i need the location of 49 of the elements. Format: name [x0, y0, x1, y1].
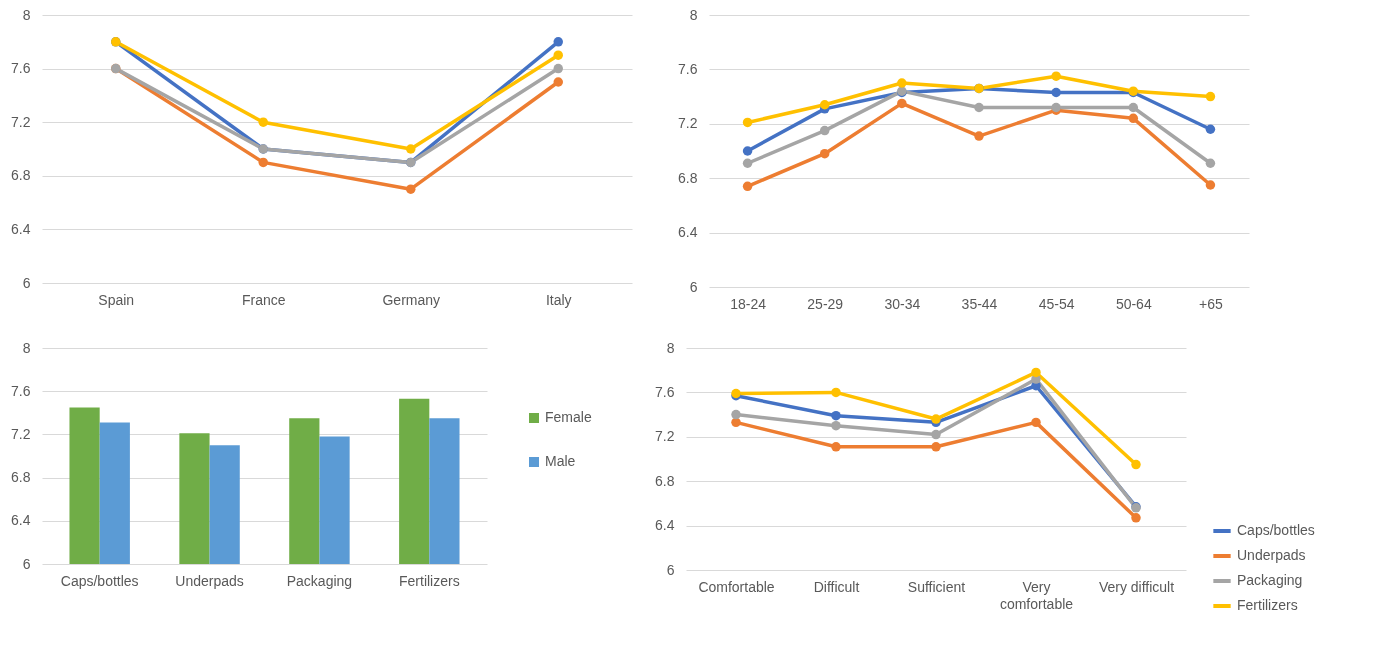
x-tick-label: Packaging — [286, 572, 353, 589]
y-tick-label: 6.8 — [678, 169, 698, 186]
y-tick-label: 8 — [22, 339, 31, 356]
y-tick-label: 7.6 — [655, 383, 675, 400]
y-tick-label: 6 — [689, 278, 698, 295]
x-tick-label: Caps/bottles — [60, 572, 139, 589]
x-tick-label: Sufficient — [907, 578, 966, 595]
y-tick-label: 7.6 — [11, 60, 31, 77]
x-tick-label: Underpads — [175, 572, 244, 589]
x-tick-label: 35-44 — [961, 295, 998, 312]
legend-label: Fertilizers — [1237, 597, 1298, 613]
legend-label: Caps/bottles — [1237, 522, 1315, 538]
legend-label: Female — [545, 409, 592, 425]
y-tick-label: 8 — [689, 6, 698, 23]
y-tick-label: 7.6 — [678, 60, 698, 77]
y-tick-label: 8 — [22, 6, 31, 23]
x-tick-label: 25-29 — [807, 295, 844, 312]
y-tick-label: 6.4 — [678, 224, 698, 241]
y-tick-label: 7.2 — [678, 115, 698, 132]
x-tick-label: 30-34 — [884, 295, 921, 312]
x-tick-label: 18-24 — [730, 295, 767, 312]
legend-label: Underpads — [1237, 547, 1306, 563]
x-tick-label: France — [241, 291, 286, 308]
y-tick-label: 7.2 — [11, 425, 31, 442]
y-tick-label: 6.4 — [11, 220, 31, 237]
y-tick-label: 6.4 — [11, 512, 31, 529]
y-tick-label: 6 — [22, 555, 31, 572]
y-tick-label: 6.4 — [655, 517, 675, 534]
x-tick-label: +65 — [1199, 295, 1224, 312]
y-tick-label: 6.8 — [655, 472, 675, 489]
x-tick-label: Very difficult — [1098, 578, 1175, 595]
y-tick-label: 6 — [666, 561, 675, 578]
y-tick-label: 6 — [22, 274, 31, 291]
y-tick-label: 7.6 — [11, 382, 31, 399]
x-tick-label: Difficult — [813, 578, 860, 595]
x-tick-label: Germany — [382, 291, 441, 308]
y-tick-label: 8 — [666, 339, 675, 356]
legend-label: Male — [545, 453, 576, 469]
x-tick-label: 50-64 — [1115, 295, 1152, 312]
x-tick-label: Fertilizers — [398, 572, 460, 589]
x-tick-label: Very comfortable — [999, 578, 1074, 612]
x-tick-label: Spain — [98, 291, 135, 308]
y-tick-label: 6.8 — [11, 167, 31, 184]
x-tick-label: Italy — [545, 291, 572, 308]
y-tick-label: 7.2 — [655, 428, 675, 445]
x-tick-label: 45-54 — [1038, 295, 1075, 312]
y-tick-label: 7.2 — [11, 113, 31, 130]
x-tick-label: Comfortable — [698, 578, 775, 595]
y-tick-label: 6.8 — [11, 469, 31, 486]
